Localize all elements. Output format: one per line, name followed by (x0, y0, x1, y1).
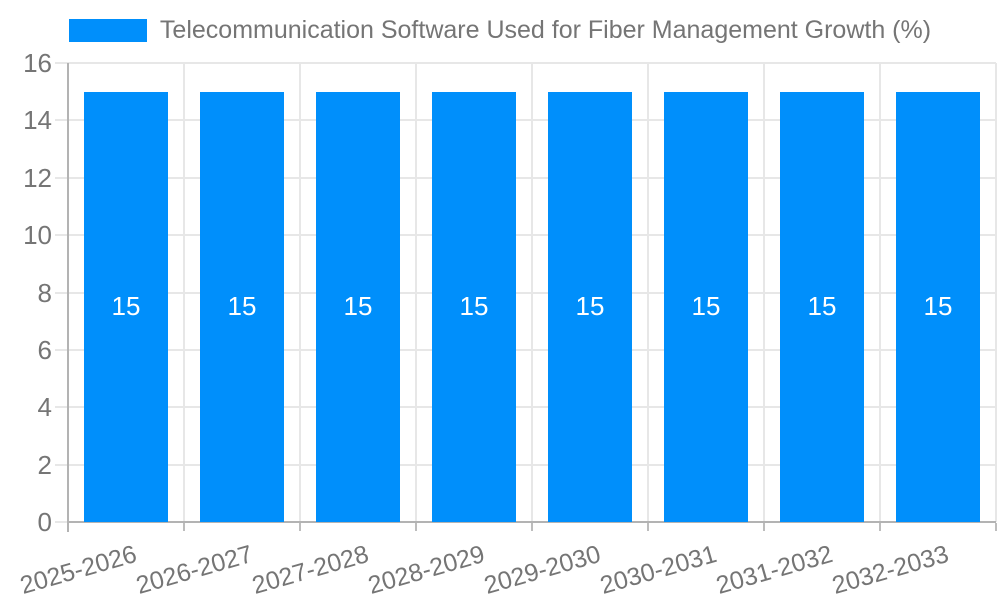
y-gridline (55, 291, 996, 294)
x-axis-tick (531, 523, 533, 531)
x-axis-tick-label: 2030-2031 (597, 540, 720, 600)
bar-value-label: 15 (111, 291, 141, 322)
y-gridline (55, 119, 996, 122)
bar-value-label: 15 (459, 291, 489, 322)
bar: 15 (200, 91, 284, 522)
y-axis-tick-label: 16 (23, 48, 52, 78)
y-gridline (55, 234, 996, 237)
x-axis-line (67, 521, 996, 523)
y-axis-tick-label: 4 (37, 392, 52, 423)
y-gridline (55, 176, 996, 179)
bar-value-label: 15 (923, 291, 953, 322)
x-gridline (531, 63, 533, 522)
y-gridline (55, 463, 996, 466)
bar-value-label: 15 (343, 291, 373, 322)
y-axis-tick-label: 6 (37, 334, 52, 365)
bar: 15 (316, 91, 400, 522)
legend-item[interactable]: Telecommunication Software Used for Fibe… (68, 16, 932, 45)
bar-value-label: 15 (227, 291, 257, 322)
y-gridline (55, 62, 996, 64)
x-axis-tick (415, 523, 417, 531)
y-axis-tick-label: 12 (23, 162, 52, 193)
bar-value-label: 15 (575, 291, 605, 322)
bar: 15 (780, 91, 864, 522)
y-axis-tick-label: 8 (37, 277, 52, 308)
y-gridline (55, 406, 996, 409)
bar: 15 (548, 91, 632, 522)
x-gridline (763, 63, 765, 522)
x-axis-tick (183, 523, 185, 531)
x-gridline (647, 63, 649, 522)
legend-label: Telecommunication Software Used for Fibe… (159, 16, 932, 44)
y-axis-tick-label: 0 (37, 507, 52, 537)
x-gridline (183, 63, 185, 522)
x-axis-tick-label: 2031-2032 (713, 540, 836, 600)
x-axis-tick (647, 523, 649, 531)
x-axis-tick (879, 523, 881, 531)
y-gridline (55, 348, 996, 351)
bar-value-label: 15 (807, 291, 837, 322)
x-axis-tick-label: 2026-2027 (133, 540, 256, 600)
bar: 15 (432, 91, 516, 522)
legend-swatch-icon (68, 19, 147, 42)
x-axis-tick-label: 2028-2029 (365, 540, 488, 600)
x-axis-tick-label: 2032-2033 (829, 540, 952, 600)
x-axis-tick-label: 2029-2030 (481, 540, 604, 600)
bar: 15 (664, 91, 748, 522)
bar: 15 (896, 91, 980, 522)
legend: Telecommunication Software Used for Fibe… (0, 16, 1000, 45)
bar-value-label: 15 (691, 291, 721, 322)
x-axis-tick-label: 2025-2026 (17, 540, 140, 600)
x-gridline (879, 63, 881, 522)
bar: 15 (84, 91, 168, 522)
x-axis-tick (995, 523, 997, 531)
y-axis-tick-label: 2 (37, 449, 52, 480)
x-axis-tick (299, 523, 301, 531)
x-gridline (299, 63, 301, 522)
x-axis-tick (763, 523, 765, 531)
y-axis-line (67, 63, 69, 532)
x-axis-tick-label: 2027-2028 (249, 540, 372, 600)
y-axis-tick-label: 10 (23, 220, 52, 251)
x-gridline (415, 63, 417, 522)
y-axis-tick-label: 14 (23, 105, 52, 136)
x-gridline (995, 63, 997, 522)
